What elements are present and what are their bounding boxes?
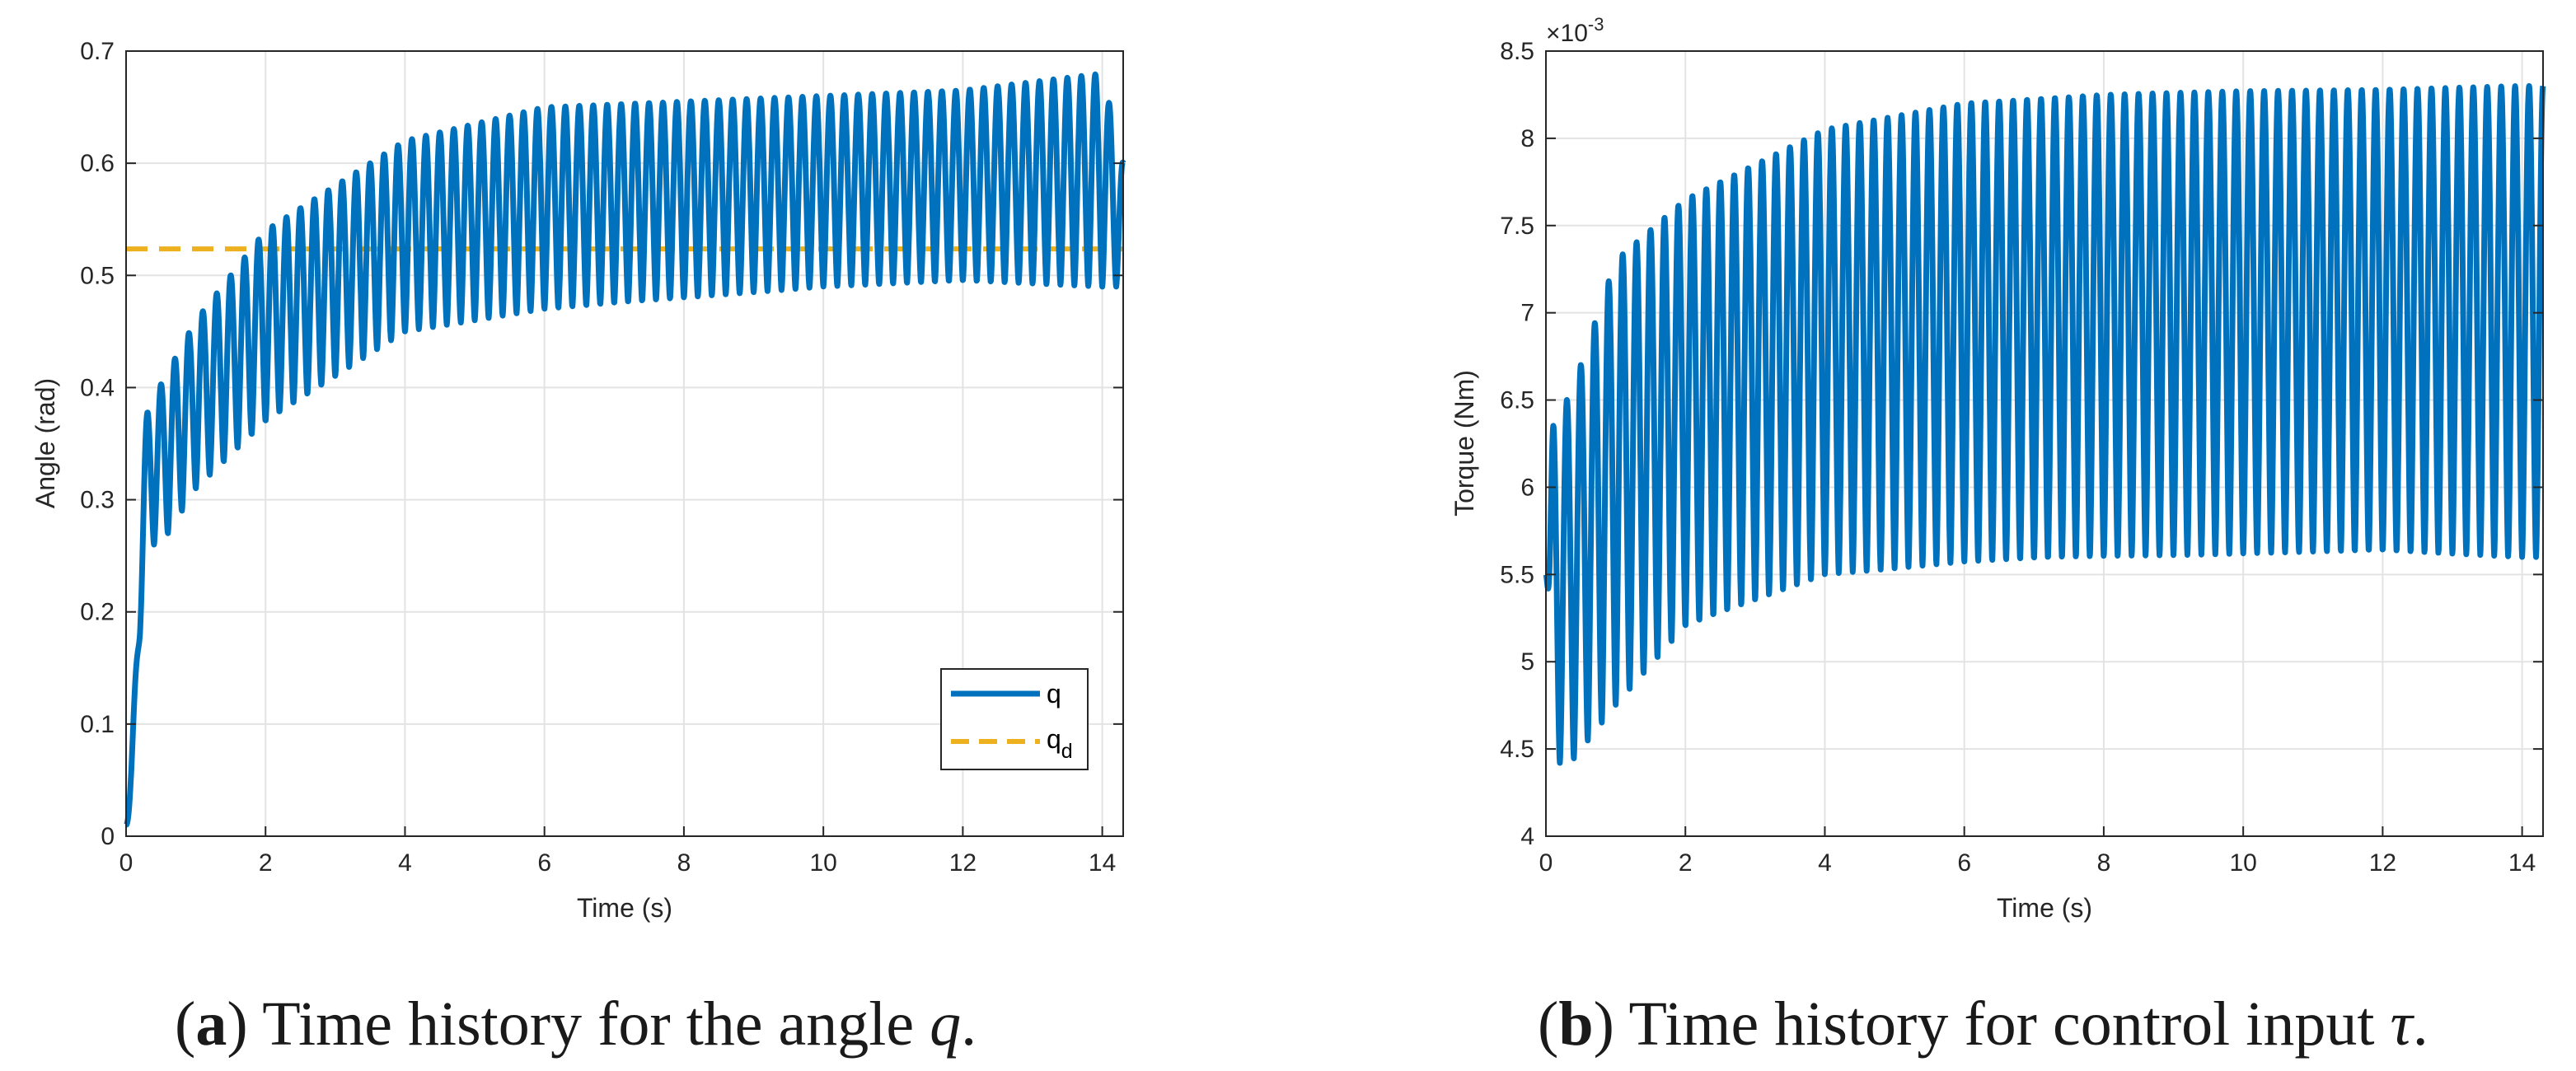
a-ytick-label-6: 0.6 [80,150,115,177]
b-xtick-label-0: 0 [1539,849,1553,877]
b-xtick-label-2: 4 [1818,849,1832,877]
a-xtick-label-3: 6 [537,849,551,877]
b-ytick-label-7: 7.5 [1500,213,1534,240]
angle-chart: 0 2 4 6 8 10 12 14 0 0.1 0.2 0.3 0.4 0.5 0.6 0.7 Time (… [30,38,1126,1059]
axes-box [1545,50,2544,837]
b-xtick-label-1: 2 [1679,849,1693,877]
b-ytick-label-4: 6 [1520,474,1534,501]
x-axis-label: Time (s) [577,893,672,923]
a-xtick-label-6: 12 [949,849,977,877]
b-ytick-label-1: 4.5 [1500,736,1534,763]
axes-box [125,50,1124,837]
a-xtick-label-0: 0 [119,849,133,877]
b-ytick-label-5: 6.5 [1500,387,1534,414]
a-ytick-label-0: 0 [101,823,115,850]
y-axis-label: Angle (rad) [30,378,60,508]
legend: q qd [940,668,1089,770]
a-ytick-label-2: 0.2 [80,599,115,626]
exponent-label: ×10-3 [1546,14,1604,47]
a-ytick-label-3: 0.3 [80,487,115,514]
a-xtick-label-7: 14 [1089,849,1116,877]
b-ytick-label-9: 8.5 [1500,38,1534,65]
legend-label-q: q [1047,679,1061,709]
b-ytick-label-3: 5.5 [1500,561,1534,588]
torque-chart: 0 2 4 6 8 10 12 14 4 4.5 5 5.5 6 6.5 7 7.5 8 8.5 ×10-3 Ti… [1450,14,2546,1059]
axis-ticks: 0 2 4 6 8 10 12 14 4 4.5 5 5.5 6 6.5 7 7.5 8 8.5 [1500,38,2543,877]
b-xtick-label-7: 14 [2508,849,2536,877]
a-xtick-label-4: 8 [677,849,691,877]
series-line-q [123,71,1126,828]
a-ytick-label-1: 0.1 [80,711,115,738]
b-ytick-label-0: 4 [1520,823,1534,850]
caption-a: (a) Time history for the angle q. [175,989,977,1059]
a-ytick-label-5: 0.5 [80,262,115,289]
a-ytick-label-4: 0.4 [80,374,115,401]
series-line-tau [1543,82,2546,766]
b-ytick-label-6: 7 [1520,300,1534,327]
caption-b: (b) Time history for control input τ. [1538,989,2428,1059]
a-xtick-label-2: 4 [398,849,412,877]
a-ytick-label-7: 0.7 [80,38,115,65]
legend-box [940,668,1089,770]
a-xtick-label-5: 10 [809,849,836,877]
b-xtick-label-3: 6 [1957,849,1971,877]
b-ytick-label-8: 8 [1520,125,1534,152]
b-xtick-label-6: 12 [2369,849,2396,877]
b-xtick-label-5: 10 [2229,849,2256,877]
b-xtick-label-4: 8 [2097,849,2111,877]
legend-label-q-d: qd [1047,724,1073,763]
b-ytick-label-2: 5 [1520,648,1534,676]
y-axis-label: Torque (Nm) [1450,370,1479,517]
axis-ticks: 0 2 4 6 8 10 12 14 0 0.1 0.2 0.3 0.4 0.5 0.6 0.7 [80,38,1123,877]
x-axis-label: Time (s) [1997,893,2092,923]
a-xtick-label-1: 2 [259,849,273,877]
